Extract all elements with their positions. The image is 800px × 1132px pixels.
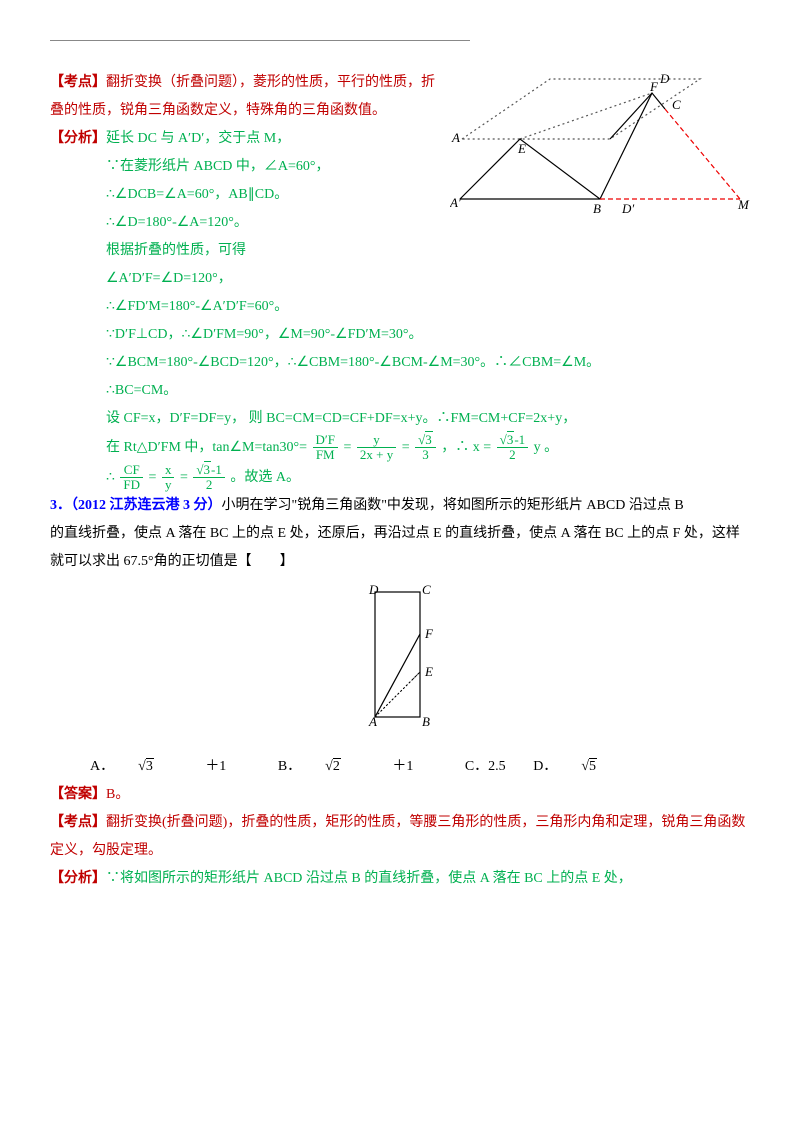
svg-text:A: A — [368, 714, 377, 729]
step: ∵∠BCM=180°-∠BCD=120°，∴∠CBM=180°-∠BCM-∠M=… — [50, 349, 750, 377]
step: ∵D′F⊥CD，∴∠D′FM=90°，∠M=90°-∠FD′M=30°。 — [50, 321, 750, 349]
step-final: ∴ CFFD = xy = 3-12 。故选 A。 — [50, 463, 750, 493]
svg-text:D′: D′ — [621, 201, 634, 216]
svg-text:M: M — [737, 197, 750, 212]
svg-text:F: F — [424, 626, 434, 641]
option-d: D．5 — [533, 759, 645, 774]
option-b: B．2 ＋1 — [278, 759, 438, 774]
svg-text:D: D — [659, 71, 670, 86]
header-rule — [50, 40, 470, 41]
svg-text:D: D — [368, 584, 379, 597]
svg-text:C: C — [422, 584, 431, 597]
question-3: 3．（2012 江苏连云港 3 分）小明在学习"锐角三角函数"中发现，将如图所示… — [50, 492, 750, 520]
svg-text:E: E — [517, 141, 526, 156]
step: ∴∠FD′M=180°-∠A′D′F=60°。 — [50, 293, 750, 321]
options: A．3 ＋1 B．2 ＋1 C．2.5 D．5 — [50, 753, 750, 781]
figure-rectangle-fold: D C F E A B — [50, 584, 750, 745]
kaodian-2: 【考点】翻折变换(折叠问题)，折叠的性质，矩形的性质，等腰三角形的性质，三角形内… — [50, 809, 750, 865]
svg-text:C: C — [672, 97, 681, 112]
option-a: A．3 ＋1 — [90, 759, 250, 774]
step: ∴BC=CM。 — [50, 377, 750, 405]
figure-rhombus-fold: D F C A E A′ B D′ M — [450, 69, 750, 240]
option-c: C．2.5 — [465, 759, 506, 774]
step-tan: 在 Rt△D′FM 中，tan∠M=tan30°= D′FFM = y2x + … — [50, 433, 750, 463]
svg-text:F: F — [649, 79, 659, 94]
fenxi-2: 【分析】∵将如图所示的矩形纸片 ABCD 沿过点 B 的直线折叠，使点 A 落在… — [50, 865, 750, 893]
svg-text:B: B — [422, 714, 430, 729]
step: 根据折叠的性质，可得 — [50, 237, 750, 265]
svg-text:A′: A′ — [450, 195, 461, 210]
svg-text:B: B — [593, 201, 601, 216]
step: 设 CF=x，D′F=DF=y， 则 BC=CM=CD=CF+DF=x+y。∴F… — [50, 405, 750, 433]
svg-text:A: A — [451, 130, 460, 145]
svg-text:E: E — [424, 664, 433, 679]
answer-2: 【答案】B。 — [50, 781, 750, 809]
step: ∠A′D′F=∠D=120°， — [50, 265, 750, 293]
question-3-cont: 的直线折叠，使点 A 落在 BC 上的点 E 处，还原后，再沿过点 E 的直线折… — [50, 520, 750, 576]
